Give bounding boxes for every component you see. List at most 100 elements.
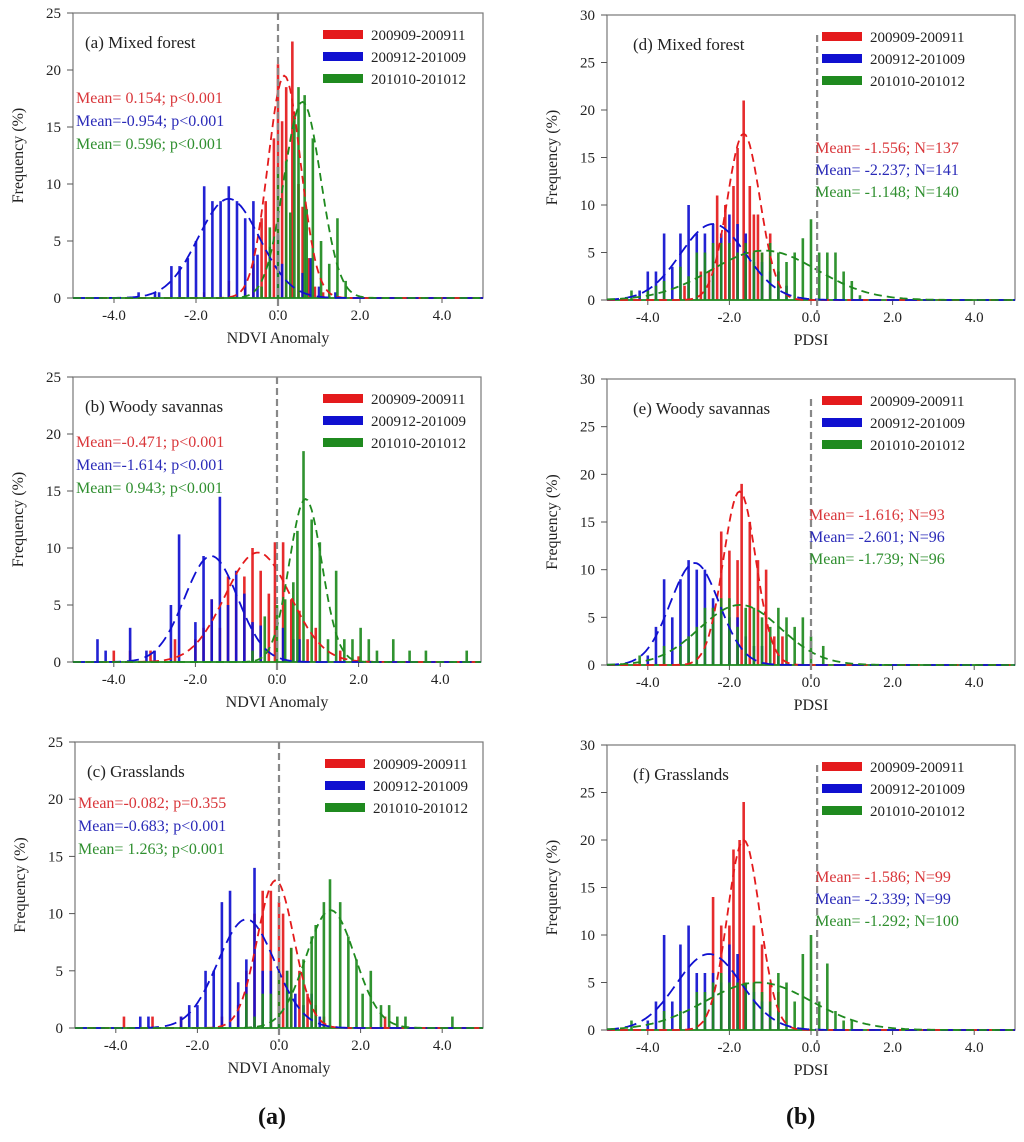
- x-tick-label: -2.0: [718, 675, 742, 691]
- legend-swatch: [822, 76, 862, 85]
- x-tick-label: 4.0: [431, 672, 450, 688]
- x-tick-label: 4.0: [965, 1040, 984, 1056]
- x-tick-label: -2.0: [186, 1038, 210, 1054]
- stats-annotation: Mean= -2.601; N=96: [809, 529, 945, 546]
- x-tick-label: -2.0: [718, 1040, 742, 1056]
- x-tick-label: -2.0: [718, 310, 742, 326]
- x-tick-label: -4.0: [636, 675, 660, 691]
- y-tick-label: 25: [46, 370, 61, 386]
- legend-swatch: [822, 784, 862, 793]
- y-tick-label: 0: [588, 658, 596, 674]
- y-tick-label: 15: [46, 484, 61, 500]
- fit-curve: [75, 909, 483, 1029]
- y-tick-label: 20: [580, 103, 595, 119]
- stats-annotation: Mean= 0.154; p<0.001: [76, 90, 223, 107]
- y-tick-label: 25: [580, 786, 595, 802]
- x-tick-label: 4.0: [433, 308, 452, 324]
- legend-label: 200912-201009: [373, 779, 468, 795]
- y-tick-label: 20: [46, 63, 61, 79]
- y-tick-label: 5: [54, 598, 62, 614]
- panel-b: 0 5 10 15 20 25 -4.0 -2.0 0.0 2.0 4.0 NDVI Anomaly F…: [10, 370, 482, 711]
- panel-c: 0 5 10 15 20 25 -4.0 -2.0 0.0 2.0 4.0 NDVI Anomaly F…: [12, 735, 484, 1077]
- y-tick-label: 0: [588, 1023, 596, 1039]
- stats-annotation: Mean= -1.739; N=96: [809, 551, 945, 568]
- y-axis-title: Frequency (%): [12, 837, 29, 933]
- legend-swatch: [822, 418, 862, 427]
- x-axis-title: NDVI Anomaly: [228, 1060, 331, 1077]
- x-axis-title: NDVI Anomaly: [227, 330, 330, 347]
- fit-curve: [607, 562, 1015, 666]
- legend-label: 200909-200911: [870, 394, 964, 410]
- y-tick-label: 0: [54, 291, 62, 307]
- legend-swatch: [323, 394, 363, 403]
- x-axis-title: NDVI Anomaly: [226, 694, 329, 711]
- y-tick-label: 0: [56, 1021, 64, 1037]
- y-tick-label: 10: [46, 177, 61, 193]
- x-tick-label: 2.0: [351, 308, 370, 324]
- legend-label: 201010-201012: [870, 74, 965, 90]
- fit-curve: [607, 603, 1015, 666]
- fit-curve: [73, 497, 481, 663]
- stats-annotation: Mean= 0.596; p<0.001: [76, 136, 223, 153]
- caption-b: (b): [786, 1104, 816, 1130]
- y-tick-label: 25: [580, 56, 595, 72]
- legend-label: 200909-200911: [371, 28, 465, 44]
- panel-a: 0 5 10 15 20 25 -4.0 -2.0 0.0 2.0 4.0 NDVI Anomaly F…: [10, 6, 484, 347]
- fit-curve: [606, 249, 1015, 301]
- legend-swatch: [323, 74, 363, 83]
- x-tick-label: -2.0: [184, 672, 208, 688]
- y-tick-label: 30: [580, 738, 595, 754]
- legend-swatch: [822, 806, 862, 815]
- x-tick-label: -4.0: [102, 308, 126, 324]
- x-axis-title: PDSI: [794, 332, 829, 349]
- x-tick-label: 2.0: [883, 675, 902, 691]
- y-tick-label: 5: [54, 234, 62, 250]
- stats-annotation: Mean= -1.148; N=140: [815, 184, 959, 201]
- legend-swatch: [325, 803, 365, 812]
- x-tick-label: -2.0: [184, 308, 208, 324]
- x-axis-title: PDSI: [794, 697, 829, 714]
- x-tick-label: 4.0: [965, 675, 984, 691]
- stats-annotation: Mean=-0.954; p<0.001: [76, 113, 224, 130]
- stats-annotation: Mean= -2.339; N=99: [815, 891, 951, 908]
- panel-title: (e) Woody savannas: [633, 399, 770, 418]
- y-axis-title: Frequency (%): [544, 110, 561, 206]
- stats-annotation: Mean= -1.586; N=99: [815, 869, 951, 886]
- legend-label: 200912-201009: [371, 50, 466, 66]
- x-tick-label: -4.0: [104, 1038, 128, 1054]
- panel-title: (d) Mixed forest: [633, 35, 745, 54]
- legend-label: 201010-201012: [371, 72, 466, 88]
- y-tick-label: 5: [588, 246, 596, 262]
- panel-title: (a) Mixed forest: [85, 33, 196, 52]
- legend-swatch: [325, 781, 365, 790]
- y-tick-label: 10: [580, 563, 595, 579]
- stats-annotation: Mean=-0.471; p<0.001: [76, 434, 224, 451]
- legend-label: 201010-201012: [373, 801, 468, 817]
- legend-swatch: [323, 438, 363, 447]
- x-tick-label: -4.0: [102, 672, 126, 688]
- y-tick-label: 25: [48, 735, 63, 751]
- stats-annotation: Mean= -1.556; N=137: [815, 140, 959, 157]
- panel-title: (c) Grasslands: [87, 762, 185, 781]
- legend-swatch: [822, 54, 862, 63]
- y-tick-label: 20: [580, 467, 595, 483]
- legend-swatch: [323, 416, 363, 425]
- y-tick-label: 15: [46, 120, 61, 136]
- x-tick-label: -4.0: [636, 1040, 660, 1056]
- caption-a: (a): [258, 1104, 286, 1130]
- y-tick-label: 20: [48, 792, 63, 808]
- panel-d: 0 5 10 15 20 25 30 -4.0 -2.0 0.0 2.0 4.0 PDSI Frequen…: [544, 8, 1016, 349]
- x-tick-label: 0.0: [802, 1040, 821, 1056]
- y-tick-label: 15: [580, 151, 595, 167]
- legend-swatch: [323, 52, 363, 61]
- y-tick-label: 5: [56, 964, 64, 980]
- y-tick-label: 15: [48, 849, 63, 865]
- x-tick-label: 4.0: [965, 310, 984, 326]
- y-tick-label: 5: [588, 610, 596, 626]
- legend-label: 200909-200911: [373, 757, 467, 773]
- y-tick-label: 10: [580, 928, 595, 944]
- legend-label: 200909-200911: [371, 392, 465, 408]
- y-tick-label: 0: [588, 293, 596, 309]
- stats-annotation: Mean= 1.263; p<0.001: [78, 841, 225, 858]
